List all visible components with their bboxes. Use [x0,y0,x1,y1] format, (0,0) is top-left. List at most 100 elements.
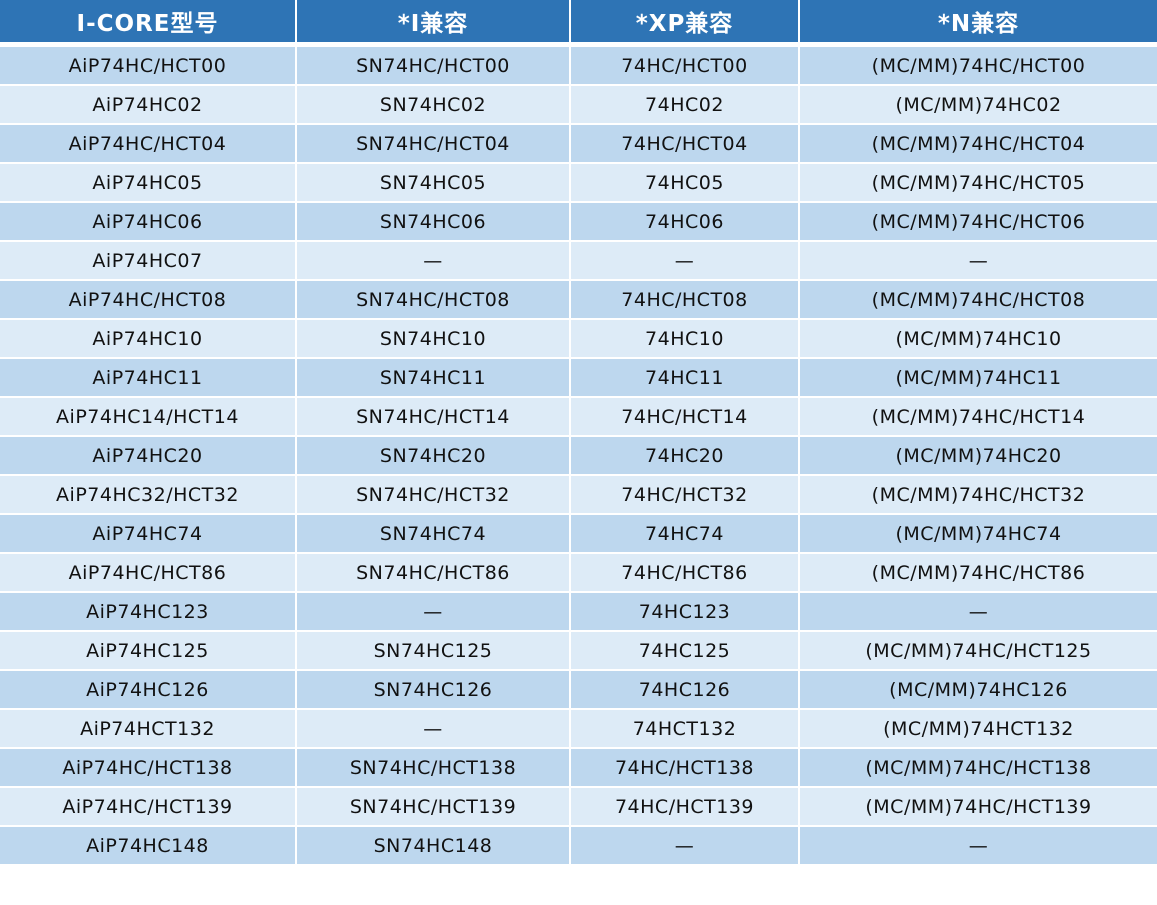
xp-compatible-cell: 74HC126 [569,669,800,710]
header-n-compatible: *N兼容 [798,0,1157,47]
xp-compatible-cell: 74HC74 [569,513,800,554]
header-icore-model: I-CORE型号 [0,0,297,47]
i-compatible-cell: SN74HC/HCT00 [295,43,571,86]
table-row: AiP74HC/HCT08 SN74HC/HCT08 74HC/HCT08 (MC/M… [0,279,1157,320]
icore-model-cell: AiP74HC11 [0,357,297,398]
table-row: AiP74HC10 SN74HC10 74HC10 (MC/MM)74HC10 [0,318,1157,359]
xp-compatible-cell: 74HC/HCT32 [569,474,800,515]
table-row: AiP74HC05 SN74HC05 74HC05 (MC/MM)74HC/HCT05 [0,162,1157,203]
xp-compatible-cell: 74HC123 [569,591,800,632]
table-row: AiP74HCT132—74HCT132 (MC/MM)74HCT132 [0,708,1157,749]
i-compatible-cell: SN74HC11 [295,357,571,398]
i-compatible-cell: SN74HC/HCT86 [295,552,571,593]
i-compatible-cell: SN74HC10 [295,318,571,359]
table-row: AiP74HC74 SN74HC74 74HC74 (MC/MM)74HC74 [0,513,1157,554]
i-compatible-cell: SN74HC02 [295,84,571,125]
i-compatible-cell: SN74HC/HCT32 [295,474,571,515]
i-compatible-cell: SN74HC/HCT139 [295,786,571,827]
i-compatible-cell: SN74HC/HCT138 [295,747,571,788]
header-xp-compatible: *XP兼容 [569,0,800,47]
icore-model-cell: AiP74HC10 [0,318,297,359]
xp-compatible-cell: 74HCT132 [569,708,800,749]
table-row: AiP74HC125 SN74HC125 74HC125 (MC/MM)74HC/HC… [0,630,1157,671]
i-compatible-cell: — [295,708,571,749]
icore-model-cell: AiP74HC/HCT86 [0,552,297,593]
icore-model-cell: AiP74HC07 [0,240,297,281]
icore-model-cell: AiP74HC14/HCT14 [0,396,297,437]
icore-model-cell: AiP74HC125 [0,630,297,671]
table-row: AiP74HC148 SN74HC148— — [0,825,1157,866]
table-row: AiP74HC/HCT86 SN74HC/HCT86 74HC/HCT86 (MC/M… [0,552,1157,593]
i-compatible-cell: — [295,591,571,632]
n-compatible-cell: (MC/MM)74HC/HCT32 [798,474,1157,515]
n-compatible-cell: (MC/MM)74HC11 [798,357,1157,398]
i-compatible-cell: SN74HC125 [295,630,571,671]
xp-compatible-cell: 74HC/HCT14 [569,396,800,437]
n-compatible-cell: — [798,591,1157,632]
xp-compatible-cell: 74HC06 [569,201,800,242]
table-row: AiP74HC06 SN74HC06 74HC06 (MC/MM)74HC/HCT06 [0,201,1157,242]
header-i-compatible: *I兼容 [295,0,571,47]
n-compatible-cell: (MC/MM)74HC/HCT138 [798,747,1157,788]
icore-model-cell: AiP74HC126 [0,669,297,710]
n-compatible-cell: (MC/MM)74HC02 [798,84,1157,125]
table-row: AiP74HC/HCT00 SN74HC/HCT00 74HC/HCT00 (MC/M… [0,43,1157,86]
table-row: AiP74HC02 SN74HC02 74HC02 (MC/MM)74HC02 [0,84,1157,125]
table-row: AiP74HC32/HCT32 SN74HC/HCT32 74HC/HCT32 (MC… [0,474,1157,515]
xp-compatible-cell: 74HC/HCT139 [569,786,800,827]
xp-compatible-cell: — [569,825,800,866]
n-compatible-cell: — [798,825,1157,866]
xp-compatible-cell: 74HC/HCT04 [569,123,800,164]
table-row: AiP74HC123—74HC123— [0,591,1157,632]
table-row: AiP74HC07— — — [0,240,1157,281]
icore-model-cell: AiP74HC/HCT00 [0,43,297,86]
xp-compatible-cell: 74HC125 [569,630,800,671]
n-compatible-cell: (MC/MM)74HC/HCT04 [798,123,1157,164]
compatibility-table: I-CORE型号 *I兼容 *XP兼容 *N兼容 AiP74HC/HCT00 SN… [0,0,1157,866]
xp-compatible-cell: 74HC20 [569,435,800,476]
icore-model-cell: AiP74HC20 [0,435,297,476]
table-row: AiP74HC126 SN74HC126 74HC126 (MC/MM)74HC126 [0,669,1157,710]
xp-compatible-cell: 74HC/HCT00 [569,43,800,86]
n-compatible-cell: (MC/MM)74HC/HCT08 [798,279,1157,320]
icore-model-cell: AiP74HC05 [0,162,297,203]
n-compatible-cell: (MC/MM)74HC126 [798,669,1157,710]
n-compatible-cell: — [798,240,1157,281]
header-row: I-CORE型号 *I兼容 *XP兼容 *N兼容 [0,0,1157,47]
xp-compatible-cell: 74HC02 [569,84,800,125]
icore-model-cell: AiP74HC/HCT138 [0,747,297,788]
n-compatible-cell: (MC/MM)74HC10 [798,318,1157,359]
xp-compatible-cell: 74HC05 [569,162,800,203]
i-compatible-cell: SN74HC/HCT04 [295,123,571,164]
n-compatible-cell: (MC/MM)74HC74 [798,513,1157,554]
i-compatible-cell: SN74HC148 [295,825,571,866]
n-compatible-cell: (MC/MM)74HC/HCT125 [798,630,1157,671]
table-row: AiP74HC/HCT138 SN74HC/HCT138 74HC/HCT138 (M… [0,747,1157,788]
i-compatible-cell: SN74HC74 [295,513,571,554]
xp-compatible-cell: 74HC/HCT08 [569,279,800,320]
icore-model-cell: AiP74HC32/HCT32 [0,474,297,515]
i-compatible-cell: SN74HC/HCT14 [295,396,571,437]
i-compatible-cell: SN74HC126 [295,669,571,710]
table-row: AiP74HC11 SN74HC11 74HC11 (MC/MM)74HC11 [0,357,1157,398]
n-compatible-cell: (MC/MM)74HC/HCT14 [798,396,1157,437]
xp-compatible-cell: 74HC/HCT86 [569,552,800,593]
xp-compatible-cell: — [569,240,800,281]
n-compatible-cell: (MC/MM)74HC/HCT00 [798,43,1157,86]
icore-model-cell: AiP74HC02 [0,84,297,125]
i-compatible-cell: SN74HC/HCT08 [295,279,571,320]
icore-model-cell: AiP74HC/HCT139 [0,786,297,827]
table-row: AiP74HC/HCT139 SN74HC/HCT139 74HC/HCT139 (M… [0,786,1157,827]
n-compatible-cell: (MC/MM)74HCT132 [798,708,1157,749]
i-compatible-cell: — [295,240,571,281]
icore-model-cell: AiP74HC74 [0,513,297,554]
i-compatible-cell: SN74HC20 [295,435,571,476]
icore-model-cell: AiP74HCT132 [0,708,297,749]
xp-compatible-cell: 74HC/HCT138 [569,747,800,788]
table-row: AiP74HC/HCT04 SN74HC/HCT04 74HC/HCT04 (MC/M… [0,123,1157,164]
i-compatible-cell: SN74HC06 [295,201,571,242]
xp-compatible-cell: 74HC11 [569,357,800,398]
n-compatible-cell: (MC/MM)74HC20 [798,435,1157,476]
icore-model-cell: AiP74HC/HCT04 [0,123,297,164]
n-compatible-cell: (MC/MM)74HC/HCT139 [798,786,1157,827]
